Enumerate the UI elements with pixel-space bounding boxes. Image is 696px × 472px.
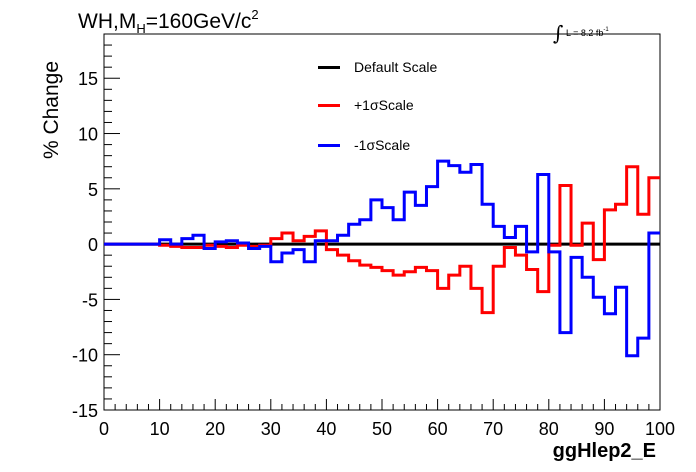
legend-label-minus: -1σScale bbox=[354, 137, 411, 153]
y-tick-label: 15 bbox=[78, 69, 98, 89]
x-tick-label: 80 bbox=[539, 419, 559, 439]
y-tick-label: 0 bbox=[88, 235, 98, 255]
axis-ticks: 0 10 20 30 40 50 60 70 80 90 100 -15 -10 -5 0 5 10 15 bbox=[72, 33, 675, 439]
x-tick-label: 0 bbox=[99, 419, 109, 439]
x-tick-label: 30 bbox=[261, 419, 281, 439]
chart-title: WH,MH=160GeV/c2 bbox=[78, 7, 259, 36]
series-layer bbox=[104, 159, 660, 358]
legend-entry-default: Default Scale bbox=[318, 57, 437, 77]
series-line-plus bbox=[104, 165, 660, 315]
x-tick-label: 10 bbox=[150, 419, 170, 439]
x-tick-label: 100 bbox=[645, 419, 675, 439]
plot-frame bbox=[103, 33, 661, 411]
x-tick-label: 50 bbox=[372, 419, 392, 439]
x-tick-label: 90 bbox=[594, 419, 614, 439]
legend-label-default: Default Scale bbox=[354, 59, 438, 75]
legend-entry-minus: -1σScale bbox=[318, 135, 410, 155]
legend-swatch-default bbox=[318, 65, 340, 69]
y-tick-label: -15 bbox=[72, 401, 98, 421]
y-axis-title: % Change bbox=[40, 60, 63, 160]
series-line-minus bbox=[104, 159, 660, 358]
y-tick-label: -5 bbox=[82, 290, 98, 310]
y-tick-label: 5 bbox=[88, 180, 98, 200]
x-tick-label: 40 bbox=[316, 419, 336, 439]
legend-swatch-minus bbox=[318, 143, 340, 147]
y-tick-label: 10 bbox=[78, 125, 98, 145]
x-axis-title: ggHlep2_E bbox=[552, 440, 656, 462]
legend-swatch-plus bbox=[318, 103, 340, 107]
x-tick-label: 20 bbox=[205, 419, 225, 439]
legend-entry-plus: +1σScale bbox=[318, 95, 414, 115]
x-tick-label: 70 bbox=[483, 419, 503, 439]
x-tick-label: 60 bbox=[428, 419, 448, 439]
legend-label-plus: +1σScale bbox=[354, 97, 414, 113]
luminosity-label: ∫ L = 8.2 fb-1 bbox=[553, 21, 609, 45]
y-tick-label: -10 bbox=[72, 346, 98, 366]
